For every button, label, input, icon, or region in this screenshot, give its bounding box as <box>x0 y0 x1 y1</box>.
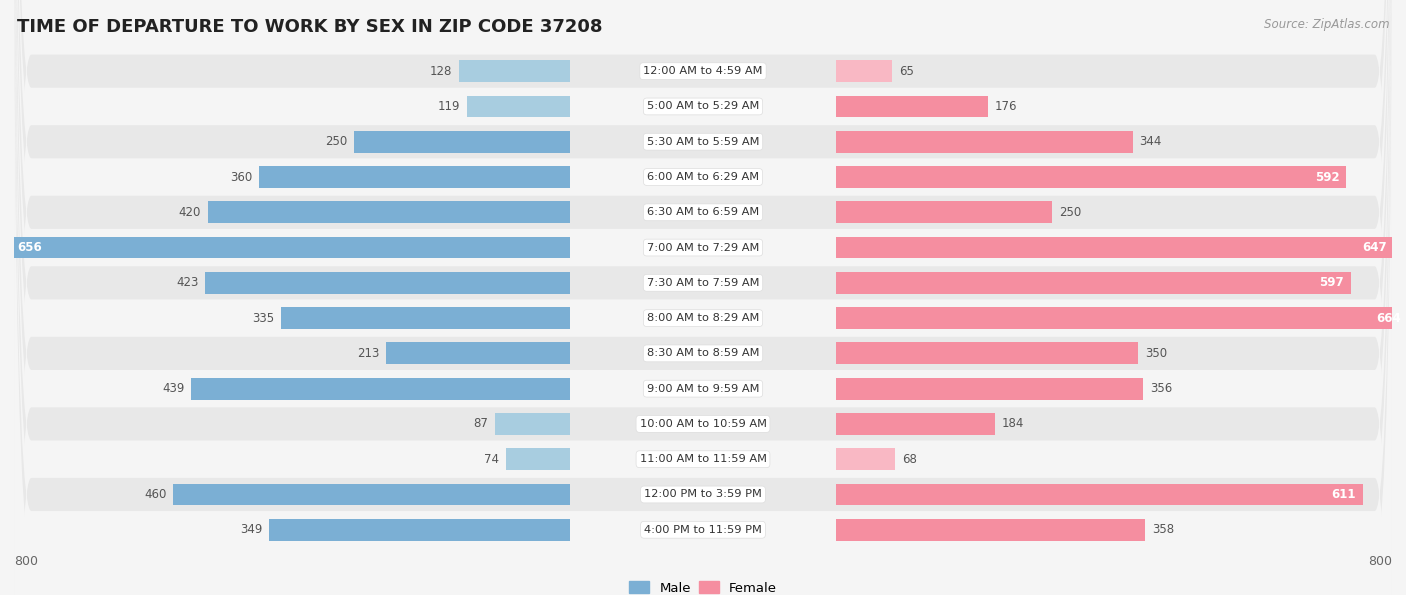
Text: 176: 176 <box>995 100 1018 113</box>
FancyBboxPatch shape <box>14 0 1392 595</box>
Text: 4:00 PM to 11:59 PM: 4:00 PM to 11:59 PM <box>644 525 762 535</box>
Text: 68: 68 <box>901 453 917 466</box>
Text: 184: 184 <box>1002 418 1024 430</box>
FancyBboxPatch shape <box>14 0 1392 595</box>
Text: 5:30 AM to 5:59 AM: 5:30 AM to 5:59 AM <box>647 137 759 147</box>
Bar <box>191 378 569 400</box>
Text: TIME OF DEPARTURE TO WORK BY SEX IN ZIP CODE 37208: TIME OF DEPARTURE TO WORK BY SEX IN ZIP … <box>17 18 602 36</box>
Bar <box>837 166 1347 188</box>
Text: 12:00 PM to 3:59 PM: 12:00 PM to 3:59 PM <box>644 490 762 499</box>
Bar <box>837 484 1362 505</box>
FancyBboxPatch shape <box>14 0 1392 595</box>
Text: 12:00 AM to 4:59 AM: 12:00 AM to 4:59 AM <box>644 66 762 76</box>
Text: 800: 800 <box>1368 555 1392 568</box>
Text: 10:00 AM to 10:59 AM: 10:00 AM to 10:59 AM <box>640 419 766 429</box>
Bar <box>837 448 896 470</box>
Text: 5:00 AM to 5:29 AM: 5:00 AM to 5:29 AM <box>647 102 759 111</box>
FancyBboxPatch shape <box>14 0 1392 595</box>
Bar <box>837 96 988 117</box>
Text: 250: 250 <box>1059 206 1081 219</box>
Bar <box>354 131 569 153</box>
Text: 11:00 AM to 11:59 AM: 11:00 AM to 11:59 AM <box>640 454 766 464</box>
Text: 250: 250 <box>325 135 347 148</box>
FancyBboxPatch shape <box>14 0 1392 595</box>
Bar <box>837 272 1351 294</box>
FancyBboxPatch shape <box>14 0 1392 595</box>
Text: 611: 611 <box>1331 488 1355 501</box>
Bar <box>837 378 1143 400</box>
Text: 420: 420 <box>179 206 201 219</box>
Bar <box>837 237 1393 258</box>
Text: 360: 360 <box>231 171 253 183</box>
Text: 74: 74 <box>484 453 499 466</box>
Text: 128: 128 <box>430 65 453 78</box>
Text: 213: 213 <box>357 347 380 360</box>
Text: 7:00 AM to 7:29 AM: 7:00 AM to 7:29 AM <box>647 243 759 252</box>
Bar <box>4 237 569 258</box>
FancyBboxPatch shape <box>14 0 1392 595</box>
Text: 439: 439 <box>162 382 184 395</box>
Text: 597: 597 <box>1319 276 1344 289</box>
FancyBboxPatch shape <box>14 0 1392 595</box>
FancyBboxPatch shape <box>14 0 1392 595</box>
Text: 800: 800 <box>14 555 38 568</box>
FancyBboxPatch shape <box>14 0 1392 595</box>
Bar <box>506 448 569 470</box>
FancyBboxPatch shape <box>14 0 1392 595</box>
FancyBboxPatch shape <box>14 0 1392 595</box>
Text: 423: 423 <box>176 276 198 289</box>
Bar <box>281 307 569 329</box>
Text: 8:30 AM to 8:59 AM: 8:30 AM to 8:59 AM <box>647 349 759 358</box>
Bar <box>260 166 569 188</box>
Bar <box>173 484 569 505</box>
Text: 358: 358 <box>1152 523 1174 536</box>
Bar <box>467 96 569 117</box>
Legend: Male, Female: Male, Female <box>624 576 782 595</box>
Text: 7:30 AM to 7:59 AM: 7:30 AM to 7:59 AM <box>647 278 759 288</box>
Bar <box>205 272 569 294</box>
Text: 8:00 AM to 8:29 AM: 8:00 AM to 8:29 AM <box>647 313 759 323</box>
Text: 6:30 AM to 6:59 AM: 6:30 AM to 6:59 AM <box>647 207 759 217</box>
Bar <box>837 60 893 82</box>
Text: 6:00 AM to 6:29 AM: 6:00 AM to 6:29 AM <box>647 172 759 182</box>
Bar <box>837 343 1137 364</box>
Bar <box>837 519 1144 541</box>
Text: 65: 65 <box>900 65 914 78</box>
Text: 460: 460 <box>143 488 166 501</box>
Text: 119: 119 <box>437 100 460 113</box>
Text: 87: 87 <box>472 418 488 430</box>
Bar <box>837 201 1052 223</box>
Bar <box>495 413 569 435</box>
Text: 356: 356 <box>1150 382 1173 395</box>
Bar <box>837 413 995 435</box>
Text: 344: 344 <box>1140 135 1161 148</box>
Bar <box>460 60 569 82</box>
Bar <box>208 201 569 223</box>
Bar <box>837 131 1133 153</box>
Text: 664: 664 <box>1376 312 1402 325</box>
Text: 647: 647 <box>1362 241 1386 254</box>
Text: 349: 349 <box>239 523 262 536</box>
Text: 592: 592 <box>1315 171 1340 183</box>
FancyBboxPatch shape <box>14 0 1392 595</box>
Text: 656: 656 <box>17 241 42 254</box>
FancyBboxPatch shape <box>14 0 1392 595</box>
Text: Source: ZipAtlas.com: Source: ZipAtlas.com <box>1264 18 1389 31</box>
Text: 350: 350 <box>1144 347 1167 360</box>
Bar <box>837 307 1406 329</box>
Text: 335: 335 <box>252 312 274 325</box>
Bar <box>387 343 569 364</box>
Bar <box>269 519 569 541</box>
Text: 9:00 AM to 9:59 AM: 9:00 AM to 9:59 AM <box>647 384 759 394</box>
